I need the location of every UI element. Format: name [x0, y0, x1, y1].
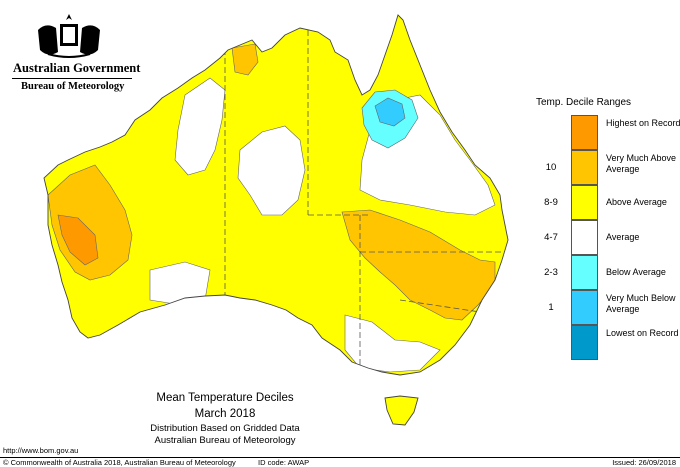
- legend-label: Very Much Below Average: [606, 293, 676, 314]
- legend-item-very-much-below: 1 Very Much Below Average: [536, 290, 676, 325]
- legend-code: 1: [548, 302, 554, 313]
- legend-label: Lowest on Record: [606, 328, 679, 338]
- legend-swatch: [571, 290, 598, 325]
- id-code: ID code: AWAP: [258, 458, 310, 467]
- map-title: Mean Temperature Deciles: [156, 392, 294, 404]
- legend-label: Above Average: [606, 197, 667, 207]
- legend-label: Below Average: [606, 267, 666, 277]
- copyright-text: © Commonwealth of Australia 2018, Austra…: [3, 458, 236, 467]
- very-much-below-region-qld: [374, 97, 406, 127]
- legend-swatch: [571, 150, 598, 185]
- bureau-name: Bureau of Meteorology: [21, 81, 125, 92]
- average-region-central: [237, 125, 306, 216]
- legend-item-average: 4-7 Average: [536, 220, 676, 255]
- legend-item-lowest: Lowest on Record: [536, 325, 679, 360]
- legend-swatch: [571, 325, 598, 360]
- very-much-above-region-nt: [231, 43, 259, 76]
- map-period: March 2018: [194, 408, 256, 420]
- issued-date: Issued: 26/09/2018: [612, 458, 676, 467]
- average-region-southwest: [149, 261, 211, 305]
- average-region-sa: [344, 314, 441, 373]
- legend-code: 8-9: [544, 197, 558, 208]
- legend-swatch: [571, 255, 598, 290]
- legend-item-below: 2-3 Below Average: [536, 255, 676, 290]
- map-subtitle: Distribution Based on Gridded Data: [150, 423, 300, 434]
- footer-divider: [0, 457, 680, 458]
- legend-item-above: 8-9 Above Average: [536, 185, 676, 220]
- map-source: Australian Bureau of Meteorology: [154, 435, 296, 446]
- legend-title: Temp. Decile Ranges: [536, 97, 632, 108]
- very-much-above-region-nsw: [341, 209, 496, 321]
- legend-code: 10: [545, 162, 557, 173]
- coat-of-arms-logo: [38, 14, 100, 58]
- very-much-above-region-wa: [47, 164, 133, 281]
- state-borders: [224, 30, 505, 370]
- highest-on-record-wa: [57, 214, 99, 266]
- legend-label: Very Much Above Average: [606, 153, 677, 174]
- legend-item-very-much-above: 10 Very Much Above Average: [536, 150, 676, 185]
- legend-label: Highest on Record: [606, 118, 680, 128]
- legend-swatch: [571, 115, 598, 150]
- header-divider: [12, 78, 132, 79]
- average-region-nw: [174, 77, 226, 176]
- legend-code: 2-3: [544, 267, 558, 278]
- website-link[interactable]: http://www.bom.gov.au: [3, 446, 79, 455]
- legend-swatch: [571, 185, 598, 220]
- mainland-coastline: [43, 14, 509, 376]
- legend-swatch: [571, 220, 598, 255]
- legend-code: 4-7: [544, 232, 558, 243]
- tasmania-shape: [384, 395, 419, 426]
- government-name: Australian Government: [13, 61, 141, 75]
- legend-label: Average: [606, 232, 640, 242]
- legend-item-highest: Highest on Record: [536, 115, 680, 150]
